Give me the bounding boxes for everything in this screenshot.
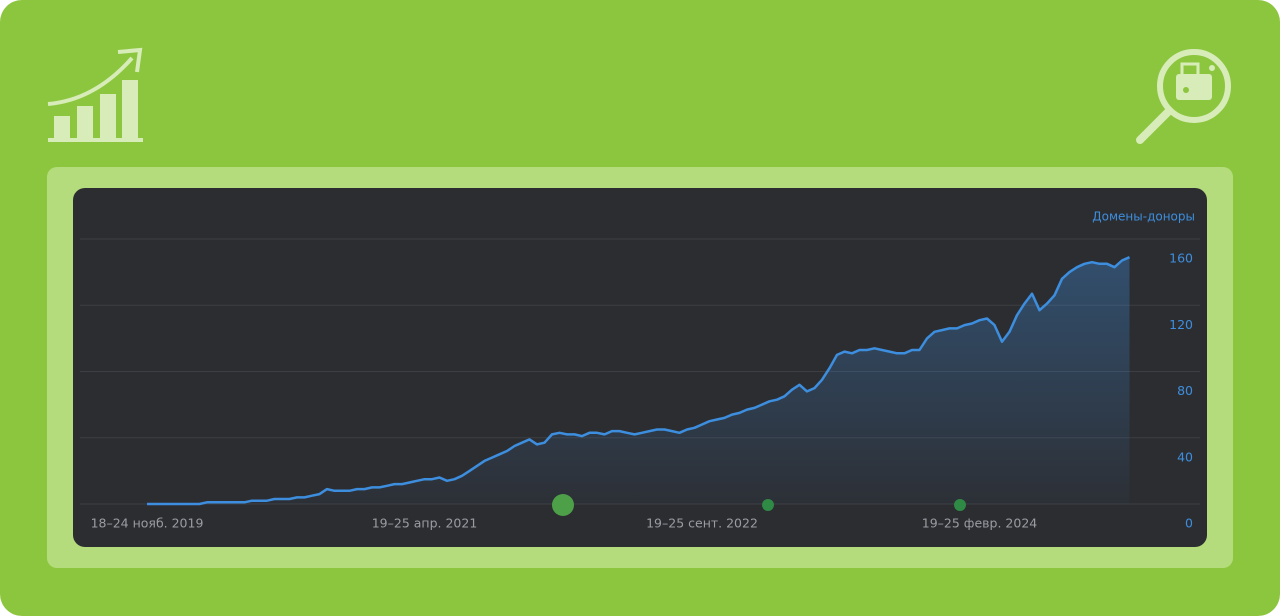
y-tick-label: 160 [1169, 251, 1193, 266]
search-icon [1136, 49, 1231, 144]
y-tick-label: 40 [1177, 449, 1193, 464]
x-tick-label: 19–25 февр. 2024 [922, 516, 1038, 531]
growth-icon [47, 47, 143, 142]
area [147, 257, 1130, 504]
y-tick-label: 0 [1185, 516, 1193, 531]
x-tick-label: 19–25 апр. 2021 [372, 516, 478, 531]
y-tick-label: 80 [1177, 383, 1193, 398]
line [147, 256, 1131, 506]
x-tick-label: 18–24 нояб. 2019 [91, 516, 204, 531]
event-markers [552, 494, 966, 516]
y-tick-label: 120 [1169, 317, 1193, 332]
y-axis-label: Домены-доноры [1092, 210, 1195, 224]
x-tick-label: 19–25 сент. 2022 [646, 516, 758, 531]
